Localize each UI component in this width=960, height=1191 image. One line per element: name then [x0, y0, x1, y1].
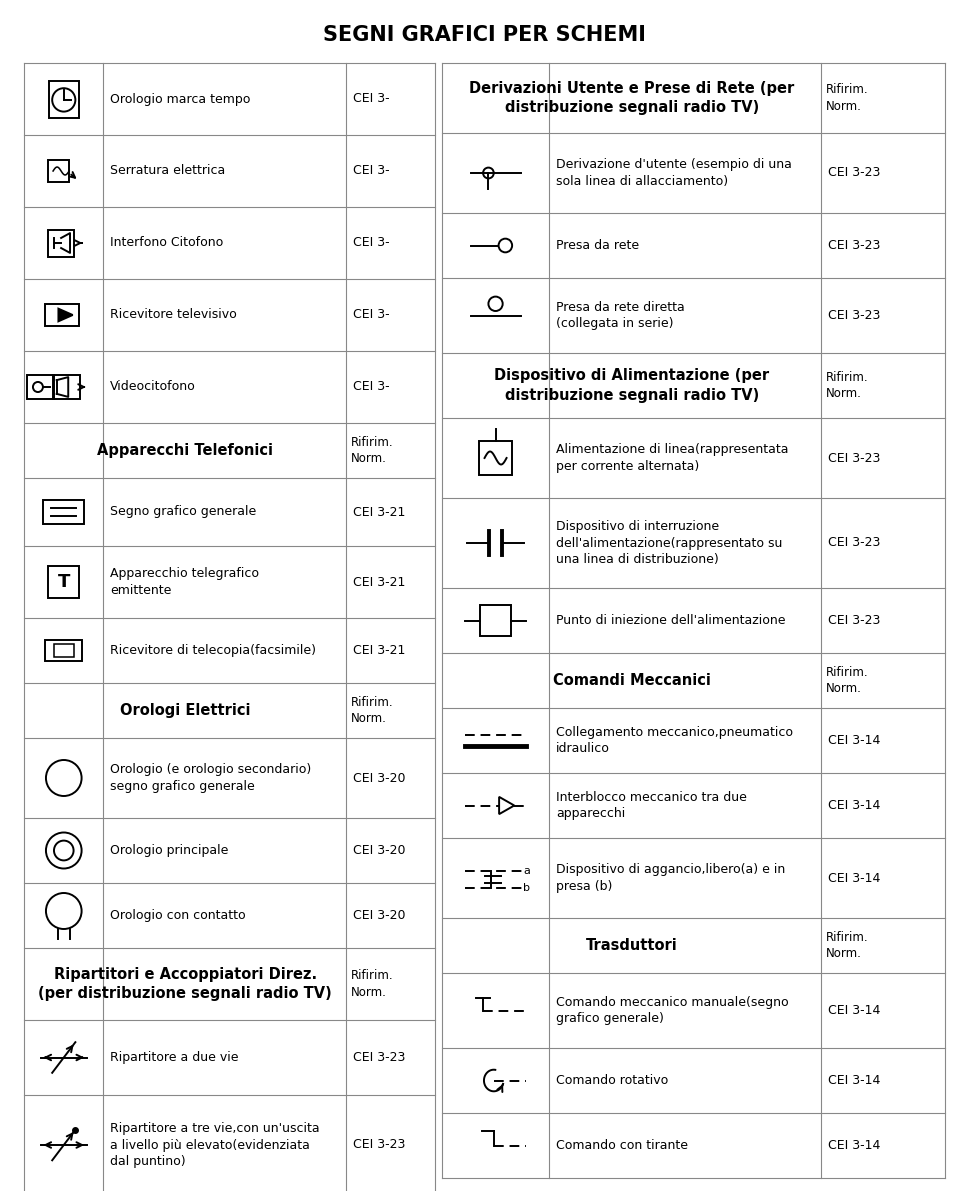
Text: Orologio con contatto: Orologio con contatto	[110, 909, 246, 922]
Bar	[54, 644, 74, 656]
Bar	[48, 161, 69, 182]
Text: Rifirim.
Norm.: Rifirim. Norm.	[351, 436, 394, 466]
Text: Ripartitore a tre vie,con un'uscita
a livello più elevato(evidenziata
dal puntin: Ripartitore a tre vie,con un'uscita a li…	[110, 1122, 320, 1168]
Text: Collegamento meccanico,pneumatico
idraulico: Collegamento meccanico,pneumatico idraul…	[556, 725, 793, 755]
Text: CEI 3-21: CEI 3-21	[353, 575, 405, 588]
Text: Comando con tirante: Comando con tirante	[556, 1139, 688, 1152]
Bar	[48, 566, 80, 598]
Text: Orologio marca tempo: Orologio marca tempo	[110, 93, 251, 106]
Text: Trasduttori: Trasduttori	[586, 939, 678, 953]
Text: Alimentazione di linea(rappresentata
per corrente alternata): Alimentazione di linea(rappresentata per…	[556, 443, 788, 473]
Text: Presa da rete: Presa da rete	[556, 239, 639, 252]
Bar	[480, 605, 511, 636]
Bar	[48, 230, 75, 256]
Text: Rifirim.
Norm.: Rifirim. Norm.	[351, 696, 394, 725]
Bar	[27, 375, 54, 399]
Polygon shape	[59, 308, 73, 322]
Text: Dispositivo di aggancio,libero(a) e in
presa (b): Dispositivo di aggancio,libero(a) e in p…	[556, 863, 785, 893]
Text: Ripartitori e Accoppiatori Direz.
(per distribuzione segnali radio TV): Ripartitori e Accoppiatori Direz. (per d…	[38, 967, 332, 1002]
Bar	[479, 441, 513, 475]
Text: CEI 3-: CEI 3-	[353, 380, 390, 393]
Text: CEI 3-14: CEI 3-14	[828, 734, 880, 747]
Text: CEI 3-21: CEI 3-21	[353, 505, 405, 518]
Text: CEI 3-23: CEI 3-23	[828, 536, 880, 549]
Text: Derivazione d'utente (esempio di una
sola linea di allacciamento): Derivazione d'utente (esempio di una sol…	[556, 158, 792, 188]
Text: CEI 3-20: CEI 3-20	[353, 772, 405, 785]
Text: Ripartitore a due vie: Ripartitore a due vie	[110, 1050, 239, 1064]
Text: a: a	[523, 866, 530, 875]
Text: Rifirim.
Norm.: Rifirim. Norm.	[827, 83, 869, 113]
Text: Dispositivo di Alimentazione (per
distribuzione segnali radio TV): Dispositivo di Alimentazione (per distri…	[494, 368, 769, 403]
Text: CEI 3-23: CEI 3-23	[828, 239, 880, 252]
Text: CEI 3-23: CEI 3-23	[353, 1139, 405, 1152]
Bar	[49, 81, 79, 118]
Text: Segno grafico generale: Segno grafico generale	[110, 505, 256, 518]
Bar	[45, 304, 79, 326]
Text: Serratura elettrica: Serratura elettrica	[110, 164, 226, 177]
Text: CEI 3-23: CEI 3-23	[353, 1050, 405, 1064]
Text: CEI 3-: CEI 3-	[353, 93, 390, 106]
Text: Orologi Elettrici: Orologi Elettrici	[120, 703, 251, 718]
Text: Comando rotativo: Comando rotativo	[556, 1074, 668, 1087]
Text: Orologio (e orologio secondario)
segno grafico generale: Orologio (e orologio secondario) segno g…	[110, 763, 312, 793]
Text: CEI 3-23: CEI 3-23	[828, 451, 880, 464]
Text: Interblocco meccanico tra due
apparecchi: Interblocco meccanico tra due apparecchi	[556, 791, 747, 821]
Text: Apparecchio telegrafico
emittente: Apparecchio telegrafico emittente	[110, 567, 259, 597]
Text: SEGNI GRAFICI PER SCHEMI: SEGNI GRAFICI PER SCHEMI	[324, 25, 646, 45]
Text: CEI 3-14: CEI 3-14	[828, 1074, 880, 1087]
Text: Interfono Citofono: Interfono Citofono	[110, 237, 224, 249]
Text: CEI 3-: CEI 3-	[353, 308, 390, 322]
Text: Rifirim.
Norm.: Rifirim. Norm.	[827, 666, 869, 696]
Text: CEI 3-21: CEI 3-21	[353, 644, 405, 657]
Text: CEI 3-14: CEI 3-14	[828, 799, 880, 812]
Text: Orologio principale: Orologio principale	[110, 844, 228, 858]
Text: Ricevitore televisivo: Ricevitore televisivo	[110, 308, 237, 322]
Text: b: b	[523, 883, 530, 893]
Text: Videocitofono: Videocitofono	[110, 380, 196, 393]
Text: Comandi Meccanici: Comandi Meccanici	[553, 673, 710, 688]
Bar	[43, 500, 84, 524]
Text: CEI 3-20: CEI 3-20	[353, 844, 405, 858]
Text: CEI 3-: CEI 3-	[353, 237, 390, 249]
Text: Rifirim.
Norm.: Rifirim. Norm.	[827, 370, 869, 400]
Text: CEI 3-14: CEI 3-14	[828, 1004, 880, 1017]
Text: CEI 3-23: CEI 3-23	[828, 167, 880, 180]
Text: CEI 3-23: CEI 3-23	[828, 615, 880, 626]
Bar	[53, 375, 80, 399]
Text: CEI 3-14: CEI 3-14	[828, 1139, 880, 1152]
Text: T: T	[58, 573, 70, 591]
Text: CEI 3-14: CEI 3-14	[828, 872, 880, 885]
Text: Ricevitore di telecopia(facsimile): Ricevitore di telecopia(facsimile)	[110, 644, 317, 657]
Text: Rifirim.
Norm.: Rifirim. Norm.	[351, 969, 394, 999]
Bar	[45, 640, 83, 661]
Text: Comando meccanico manuale(segno
grafico generale): Comando meccanico manuale(segno grafico …	[556, 996, 788, 1025]
Text: CEI 3-20: CEI 3-20	[353, 909, 405, 922]
Text: Dispositivo di interruzione
dell'alimentazione(rappresentato su
una linea di dis: Dispositivo di interruzione dell'aliment…	[556, 520, 782, 566]
Text: Derivazioni Utente e Prese di Rete (per
distribuzione segnali radio TV): Derivazioni Utente e Prese di Rete (per …	[469, 81, 794, 116]
Text: Presa da rete diretta
(collegata in serie): Presa da rete diretta (collegata in seri…	[556, 301, 684, 330]
Text: Rifirim.
Norm.: Rifirim. Norm.	[827, 930, 869, 960]
Text: CEI 3-: CEI 3-	[353, 164, 390, 177]
Text: Punto di iniezione dell'alimentazione: Punto di iniezione dell'alimentazione	[556, 615, 785, 626]
Text: CEI 3-23: CEI 3-23	[828, 308, 880, 322]
Text: Apparecchi Telefonici: Apparecchi Telefonici	[97, 443, 273, 459]
